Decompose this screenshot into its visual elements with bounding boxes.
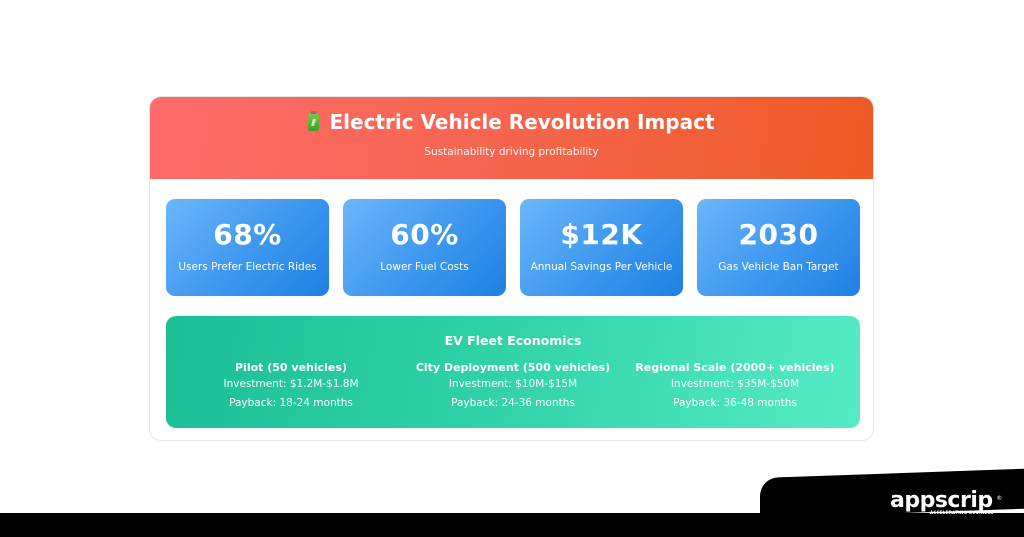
title-text: Electric Vehicle Revolution Impact (329, 110, 715, 134)
stat-label: Lower Fuel Costs (380, 261, 469, 273)
economics-title: EV Fleet Economics (444, 333, 582, 348)
logo-wordmark: appscrip ® (890, 488, 1002, 513)
economics-tiers: Pilot (50 vehicles) Investment: $1.2M-$1… (166, 360, 860, 413)
tier-payback: Payback: 24-36 months (451, 397, 575, 409)
tier-city-deployment: City Deployment (500 vehicles) Investmen… (403, 360, 623, 413)
tier-payback: Payback: 18-24 months (229, 397, 353, 409)
tier-investment: Investment: $35M-$50M (670, 378, 800, 390)
tier-payback: Payback: 36-48 months (673, 397, 797, 409)
fleet-economics-panel: EV Fleet Economics Pilot (50 vehicles) I… (166, 316, 860, 428)
tier-investment: Investment: $1.2M-$1.8M (223, 378, 359, 390)
stat-card-lower-fuel-costs: 60% Lower Fuel Costs (343, 199, 506, 296)
ev-impact-card: Electric Vehicle Revolution Impact Susta… (149, 96, 874, 441)
tier-pilot: Pilot (50 vehicles) Investment: $1.2M-$1… (181, 360, 401, 413)
stats-row: 68% Users Prefer Electric Rides 60% Lowe… (166, 199, 860, 296)
stat-label: Gas Vehicle Ban Target (718, 261, 839, 273)
page-subtitle: Sustainability driving profitability (424, 146, 599, 158)
stat-card-annual-savings: $12K Annual Savings Per Vehicle (520, 199, 683, 296)
card-header: Electric Vehicle Revolution Impact Susta… (150, 97, 873, 179)
page-title: Electric Vehicle Revolution Impact (308, 109, 715, 135)
stat-label: Users Prefer Electric Rides (178, 261, 317, 273)
tier-name: Pilot (50 vehicles) (235, 361, 347, 374)
tier-name: City Deployment (500 vehicles) (415, 361, 611, 374)
appscrip-logo: appscrip ® ACCELERATING BUSINESS (890, 488, 1002, 516)
stat-value: 60% (390, 218, 459, 251)
logo-tagline: ACCELERATING BUSINESS (930, 510, 994, 515)
stat-value: 2030 (738, 218, 819, 251)
tier-investment: Investment: $10M-$15M (448, 378, 578, 390)
footer-bar (0, 513, 1024, 537)
stat-card-gas-ban-target: 2030 Gas Vehicle Ban Target (697, 199, 860, 296)
stat-label: Annual Savings Per Vehicle (530, 261, 673, 273)
stat-card-users-prefer-electric: 68% Users Prefer Electric Rides (166, 199, 329, 296)
battery-icon (308, 110, 320, 131)
stat-value: 68% (213, 218, 282, 251)
registered-mark-icon: ® (996, 495, 1002, 502)
tier-regional-scale: Regional Scale (2000+ vehicles) Investme… (625, 360, 845, 413)
tier-name: Regional Scale (2000+ vehicles) (635, 361, 835, 374)
stat-value: $12K (560, 218, 643, 251)
